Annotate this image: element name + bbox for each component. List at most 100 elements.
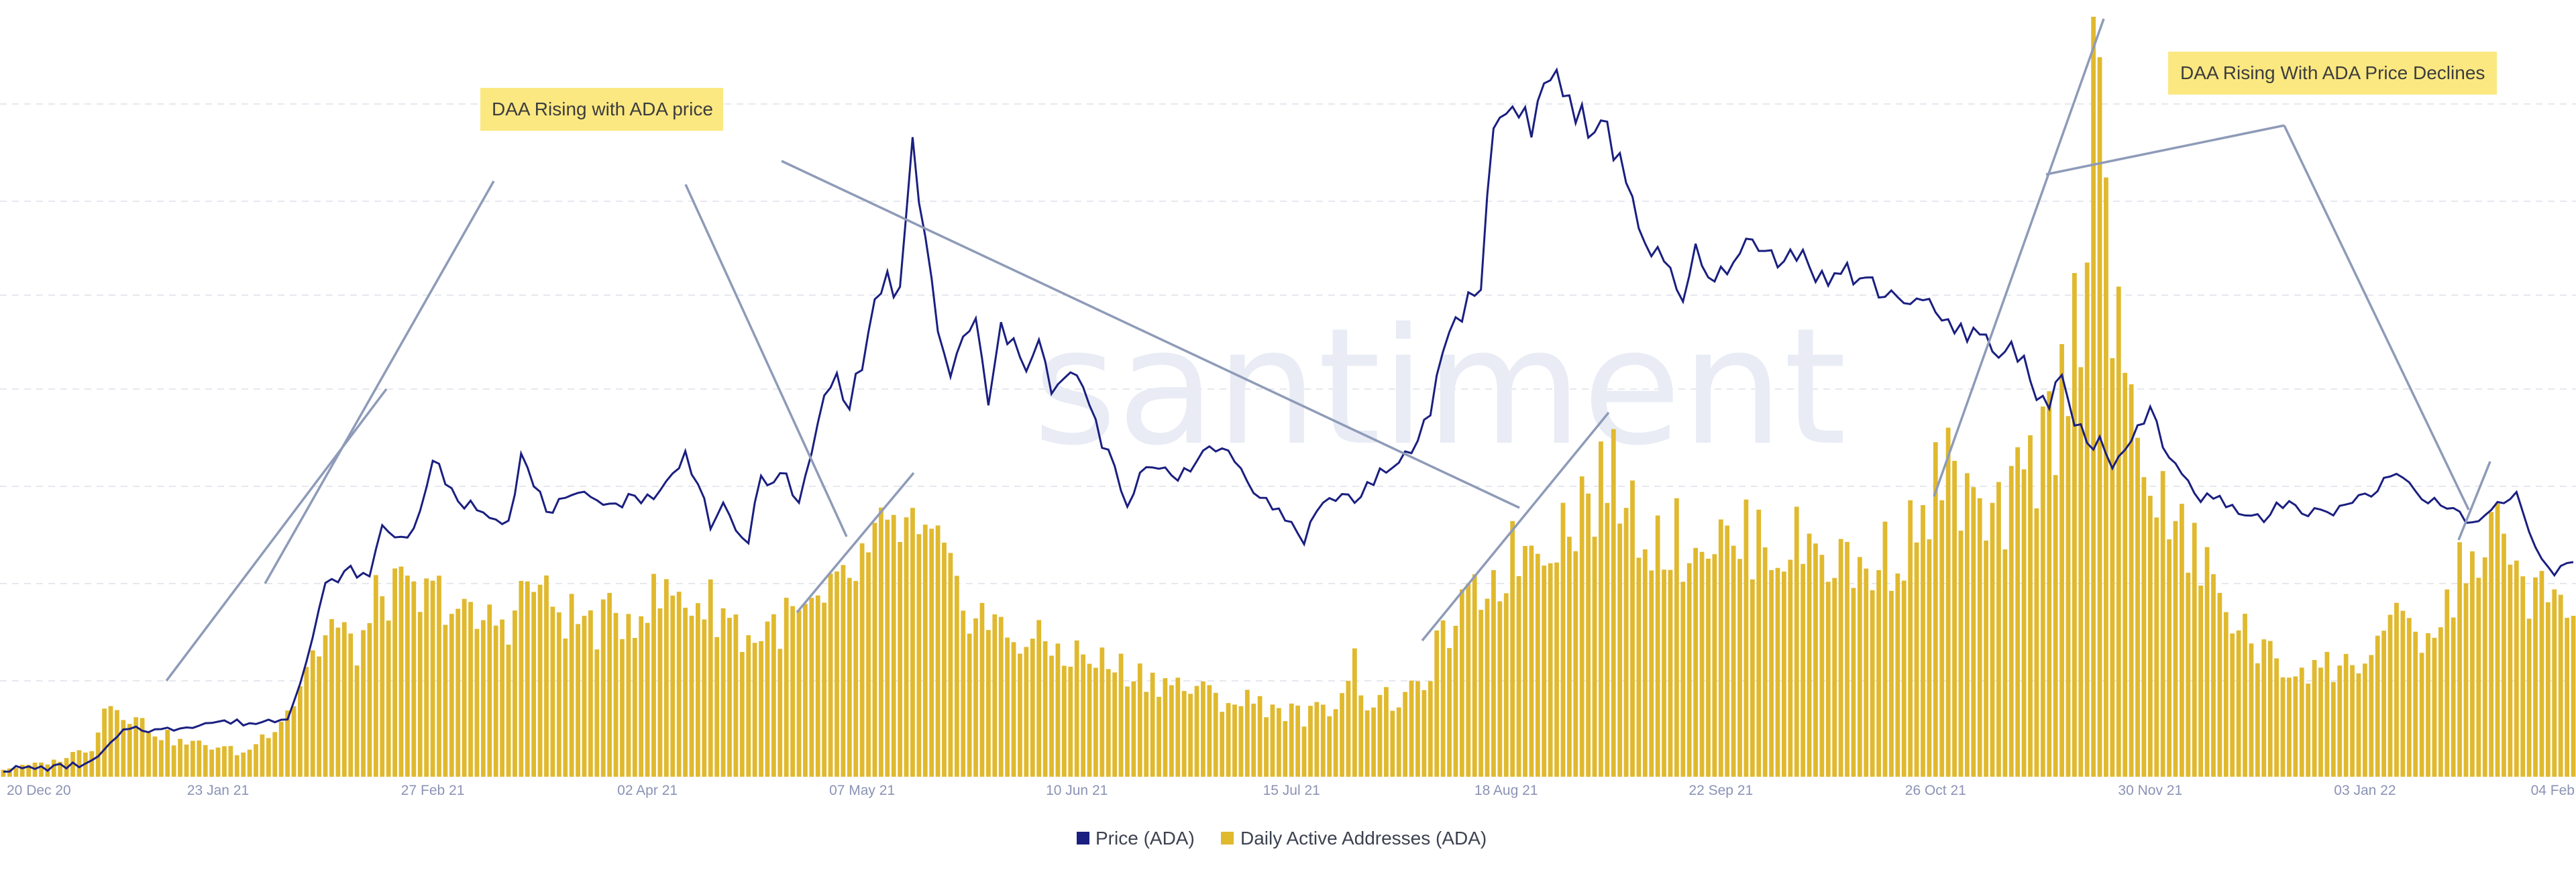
daa-bar — [367, 622, 372, 777]
daa-bar — [354, 665, 360, 777]
daa-bar — [1743, 499, 1749, 777]
daa-bar — [1453, 625, 1458, 777]
daa-bar — [1283, 721, 1288, 777]
daa-bar — [835, 571, 839, 777]
daa-bar — [1516, 576, 1521, 777]
daa-bar — [2230, 633, 2235, 777]
daa-bar — [304, 667, 309, 777]
trend-line-4 — [796, 472, 915, 614]
daa-bar — [1586, 493, 1591, 777]
daa-bar — [727, 618, 732, 777]
daa-bar — [2350, 665, 2355, 777]
daa-bar — [127, 724, 132, 777]
x-tick-label: 20 Dec 20 — [7, 783, 71, 798]
legend-label-daa[interactable]: Daily Active Addresses (ADA) — [1240, 828, 1487, 849]
daa-bar — [1725, 525, 1730, 777]
daa-bar — [2267, 641, 2273, 777]
daa-bar — [2015, 447, 2021, 777]
daa-bar — [815, 595, 820, 777]
daa-bar — [1440, 620, 1446, 777]
daa-bar — [184, 745, 189, 777]
daa-bar — [1434, 630, 1440, 777]
daa-bar — [1731, 545, 1736, 777]
daa-bar — [2028, 435, 2033, 777]
daa-bar — [1358, 695, 1364, 777]
daa-bar — [2034, 508, 2039, 777]
daa-bar — [2129, 384, 2134, 777]
daa-bar — [1074, 640, 1079, 777]
daa-bar — [1175, 677, 1181, 777]
daa-bar — [1693, 547, 1699, 777]
daa-bar — [1838, 539, 1843, 777]
daa-bar — [493, 625, 498, 777]
daa-bar — [260, 734, 265, 777]
daa-bar — [904, 517, 909, 777]
daa-bar — [1472, 574, 1477, 777]
daa-bar — [39, 762, 44, 777]
legend-label-price[interactable]: Price (ADA) — [1095, 828, 1195, 849]
daa-bar — [2287, 677, 2292, 777]
daa-bar — [2470, 551, 2475, 777]
daa-bar — [70, 752, 75, 777]
daa-bar — [752, 643, 757, 777]
daa-bar — [1548, 563, 1553, 777]
daa-bar — [2021, 469, 2027, 777]
daa-bar — [361, 630, 366, 777]
daa-bar — [2526, 618, 2532, 777]
daa-bar — [449, 614, 454, 777]
daa-bar — [2571, 616, 2576, 777]
daa-bar — [1636, 557, 1642, 777]
daa-bar — [670, 595, 676, 777]
daa-bar — [1706, 558, 1711, 777]
legend-swatch-price[interactable] — [1077, 832, 1089, 844]
daa-bar — [1144, 692, 1149, 777]
daa-bars — [1, 17, 2576, 777]
daa-bar — [234, 755, 239, 777]
daa-bar — [2091, 17, 2096, 777]
daa-bar — [525, 581, 530, 777]
daa-bar — [2306, 684, 2311, 777]
daa-bar — [961, 610, 966, 777]
daa-bar — [2236, 630, 2241, 777]
daa-bar — [1118, 653, 1124, 777]
daa-bar — [859, 543, 865, 777]
daa-bar — [2356, 673, 2361, 777]
daa-bar — [2154, 517, 2159, 777]
daa-bar — [1958, 531, 1964, 777]
daa-bar — [1579, 476, 1585, 777]
daa-bar — [1030, 639, 1035, 777]
daa-bar — [2078, 367, 2084, 777]
daa-bar — [1042, 641, 1048, 777]
daa-bar — [1819, 555, 1825, 777]
daa-bar — [2406, 618, 2412, 777]
daa-bar — [1914, 542, 1919, 777]
annotation-1-text: DAA Rising with ADA price — [492, 99, 713, 119]
daa-bar — [828, 574, 833, 777]
daa-bar — [1566, 537, 1572, 777]
daa-bar — [76, 750, 82, 777]
legend-swatch-daa[interactable] — [1221, 832, 1234, 844]
daa-bar — [2432, 637, 2437, 777]
daa-bar — [2059, 343, 2064, 777]
daa-bar — [1106, 669, 1111, 777]
daa-bar — [2243, 614, 2247, 777]
daa-bar — [1384, 687, 1389, 777]
daa-bar — [2192, 523, 2197, 777]
daa-bar — [1674, 498, 1679, 777]
daa-bar — [2167, 539, 2171, 777]
daa-bar — [588, 610, 593, 777]
daa-bar — [1289, 703, 1294, 777]
daa-bar — [2097, 57, 2102, 777]
daa-bar — [405, 576, 410, 777]
daa-bar — [1927, 539, 1932, 777]
daa-bar — [1018, 653, 1022, 777]
daa-bar — [102, 708, 107, 777]
trend-line-0 — [165, 388, 388, 682]
daa-bar — [626, 614, 631, 777]
daa-bar — [613, 612, 619, 777]
daa-bar — [2123, 372, 2128, 777]
daa-bar — [2476, 578, 2481, 777]
daa-bar — [696, 603, 700, 777]
daa-bar — [2387, 614, 2393, 777]
daa-bar — [803, 604, 808, 777]
